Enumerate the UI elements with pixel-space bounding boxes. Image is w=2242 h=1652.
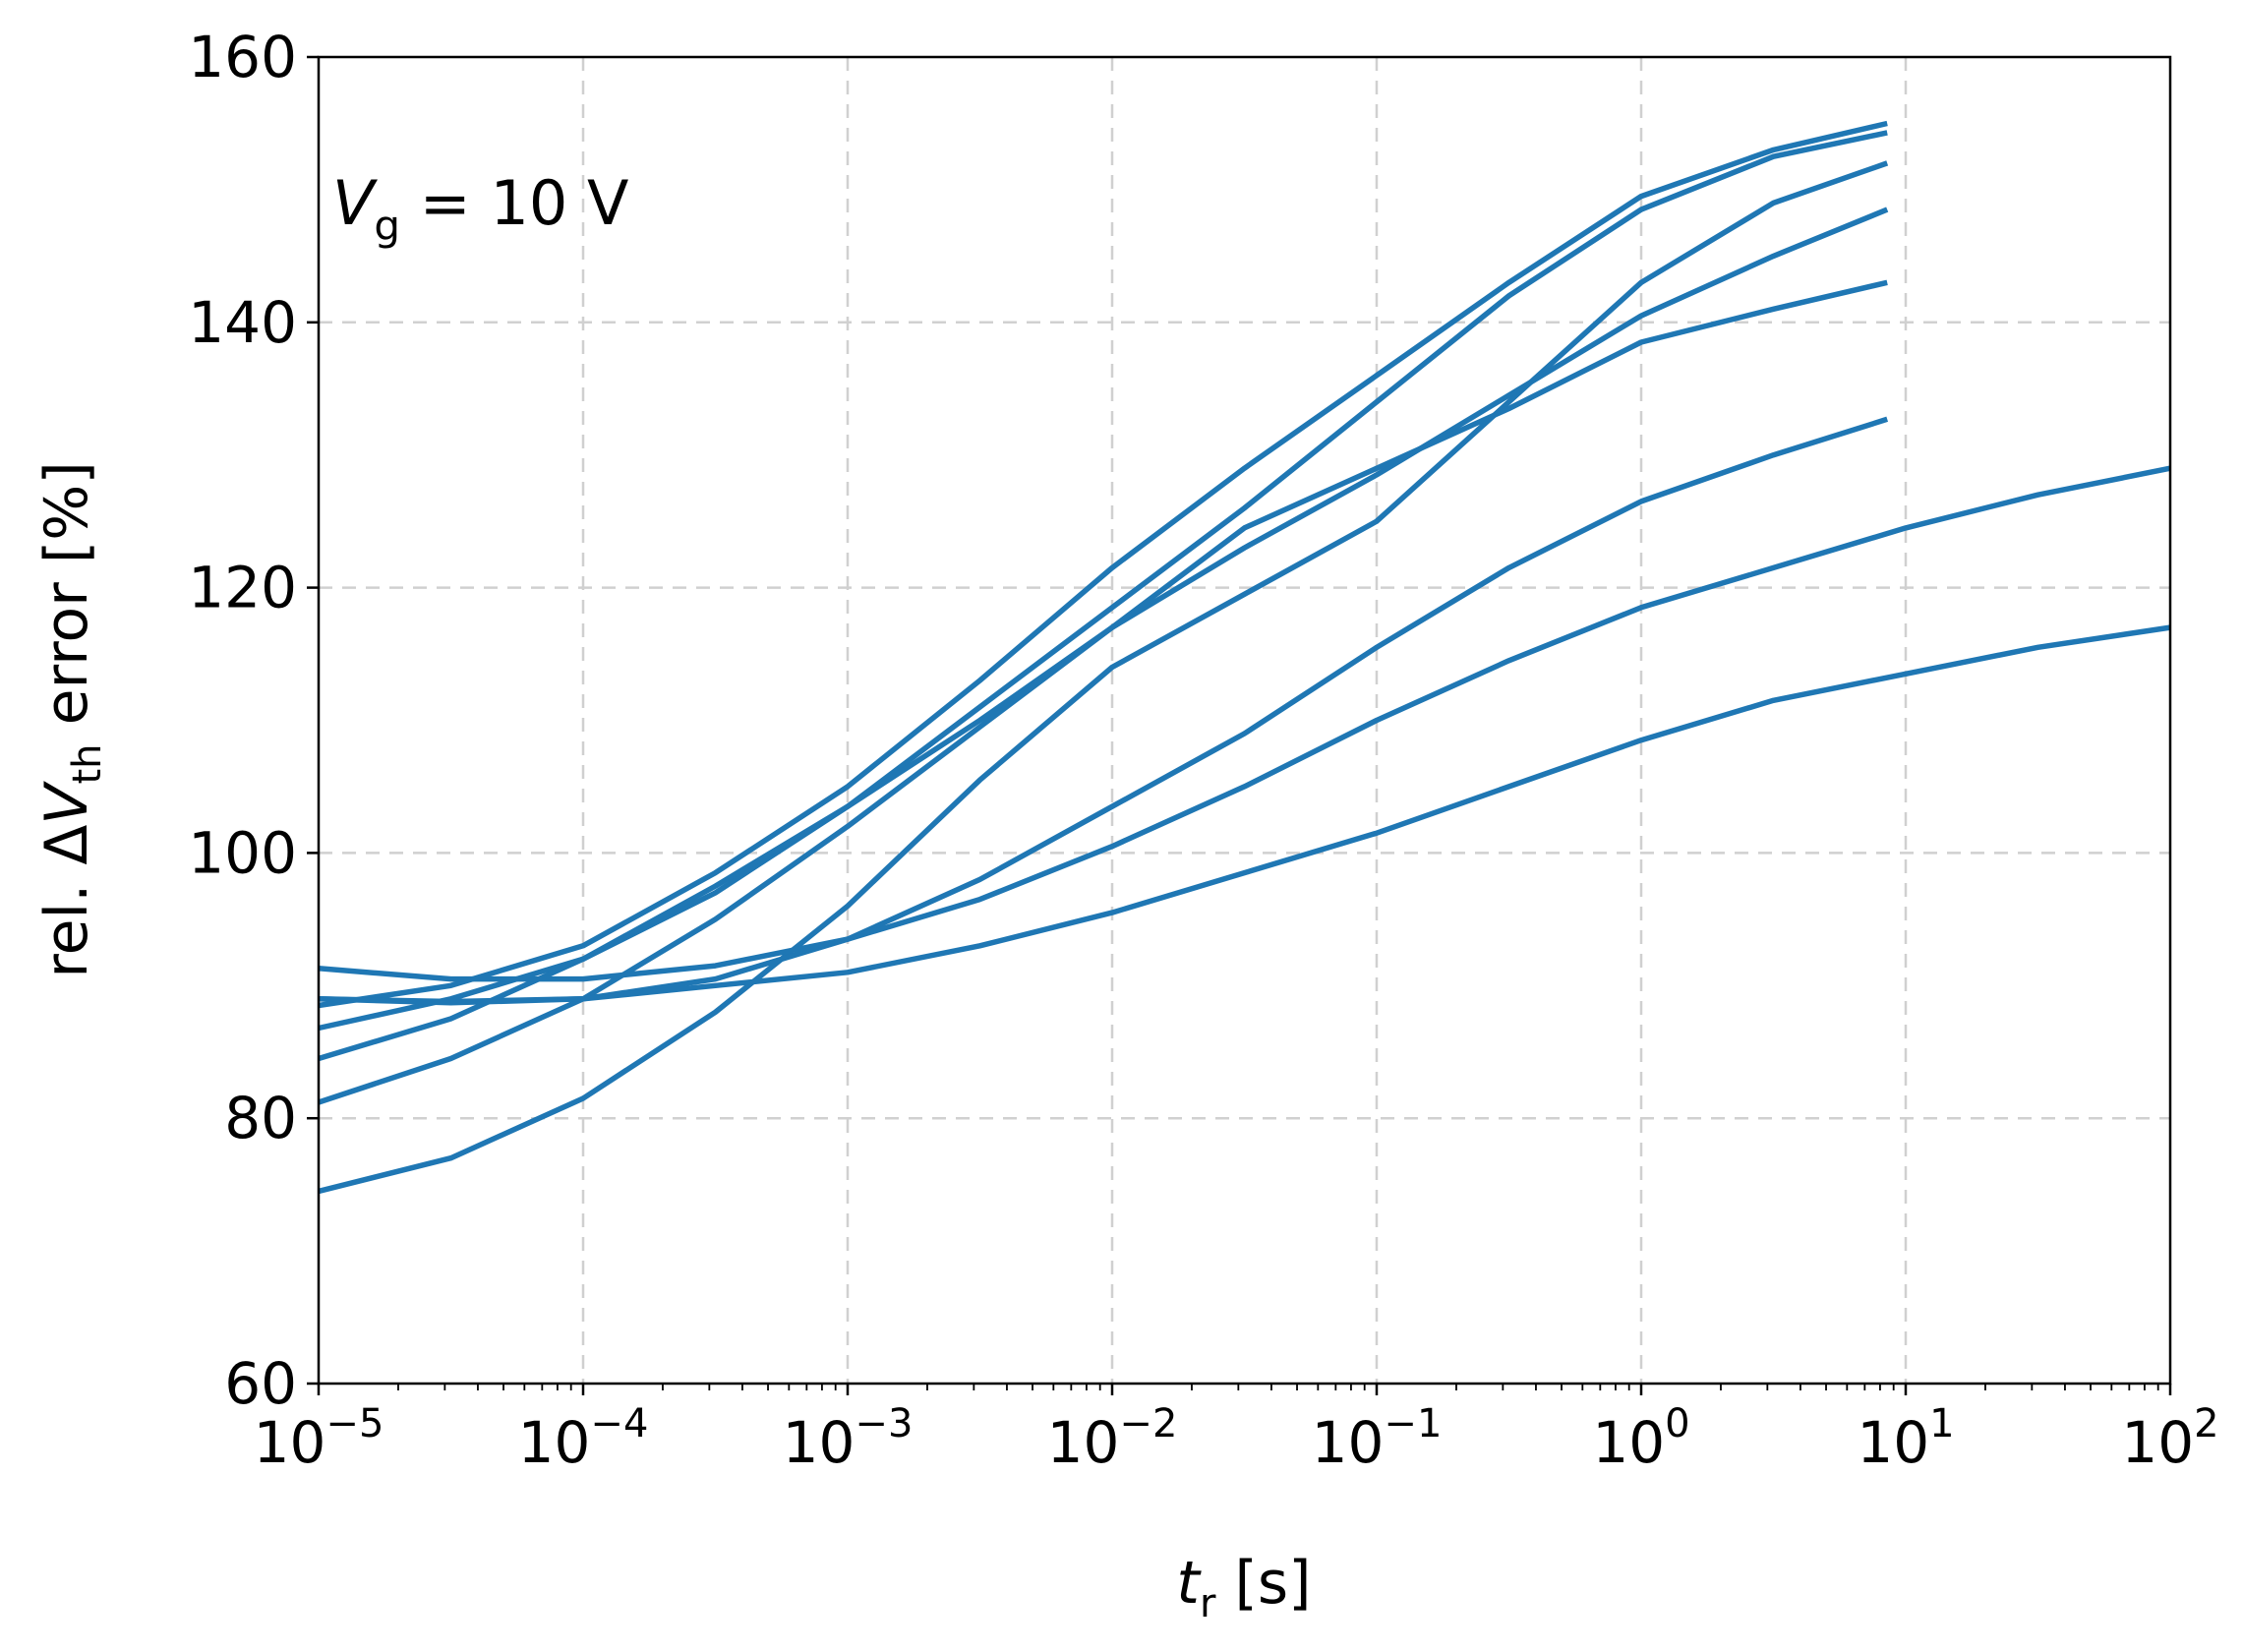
annotation: Vg = 10 V — [332, 167, 628, 250]
series-line-curve-1 — [318, 120, 1888, 1009]
series-lines — [318, 120, 2171, 1195]
y-tick-label: 160 — [188, 24, 297, 90]
x-tick-label: 10−1 — [1312, 1401, 1443, 1476]
series-line-curve-8 — [318, 624, 2171, 1006]
x-tick-label: 10−4 — [518, 1401, 649, 1476]
series-line-curve-2 — [318, 130, 1888, 1032]
x-tick-label: 101 — [1857, 1401, 1954, 1476]
ticks: 10−5 10−4 10−3 10−2 10−1 100 101 102 60 80 100 120 1… — [188, 24, 2218, 1476]
y-tick-label: 120 — [188, 555, 297, 621]
x-axis-label: tr [s] — [1176, 1549, 1311, 1626]
x-tick-label: 100 — [1592, 1401, 1689, 1476]
x-tick-label: 102 — [2121, 1401, 2218, 1476]
x-tick-label: 10−3 — [783, 1401, 914, 1476]
series-line-curve-3 — [318, 160, 1889, 1195]
x-tick-label: 10−2 — [1047, 1401, 1178, 1476]
y-tick-label: 60 — [224, 1350, 297, 1417]
y-tick-label: 100 — [188, 819, 297, 886]
series-line-curve-7 — [318, 465, 2171, 982]
y-axis-label: rel. ΔVth error [%] — [32, 461, 110, 977]
plot-frame — [317, 55, 2172, 1386]
y-tick-label: 80 — [224, 1085, 297, 1151]
x-tick-label: 10−5 — [254, 1401, 384, 1476]
y-tick-label: 140 — [188, 289, 297, 356]
grid — [319, 57, 2170, 1384]
